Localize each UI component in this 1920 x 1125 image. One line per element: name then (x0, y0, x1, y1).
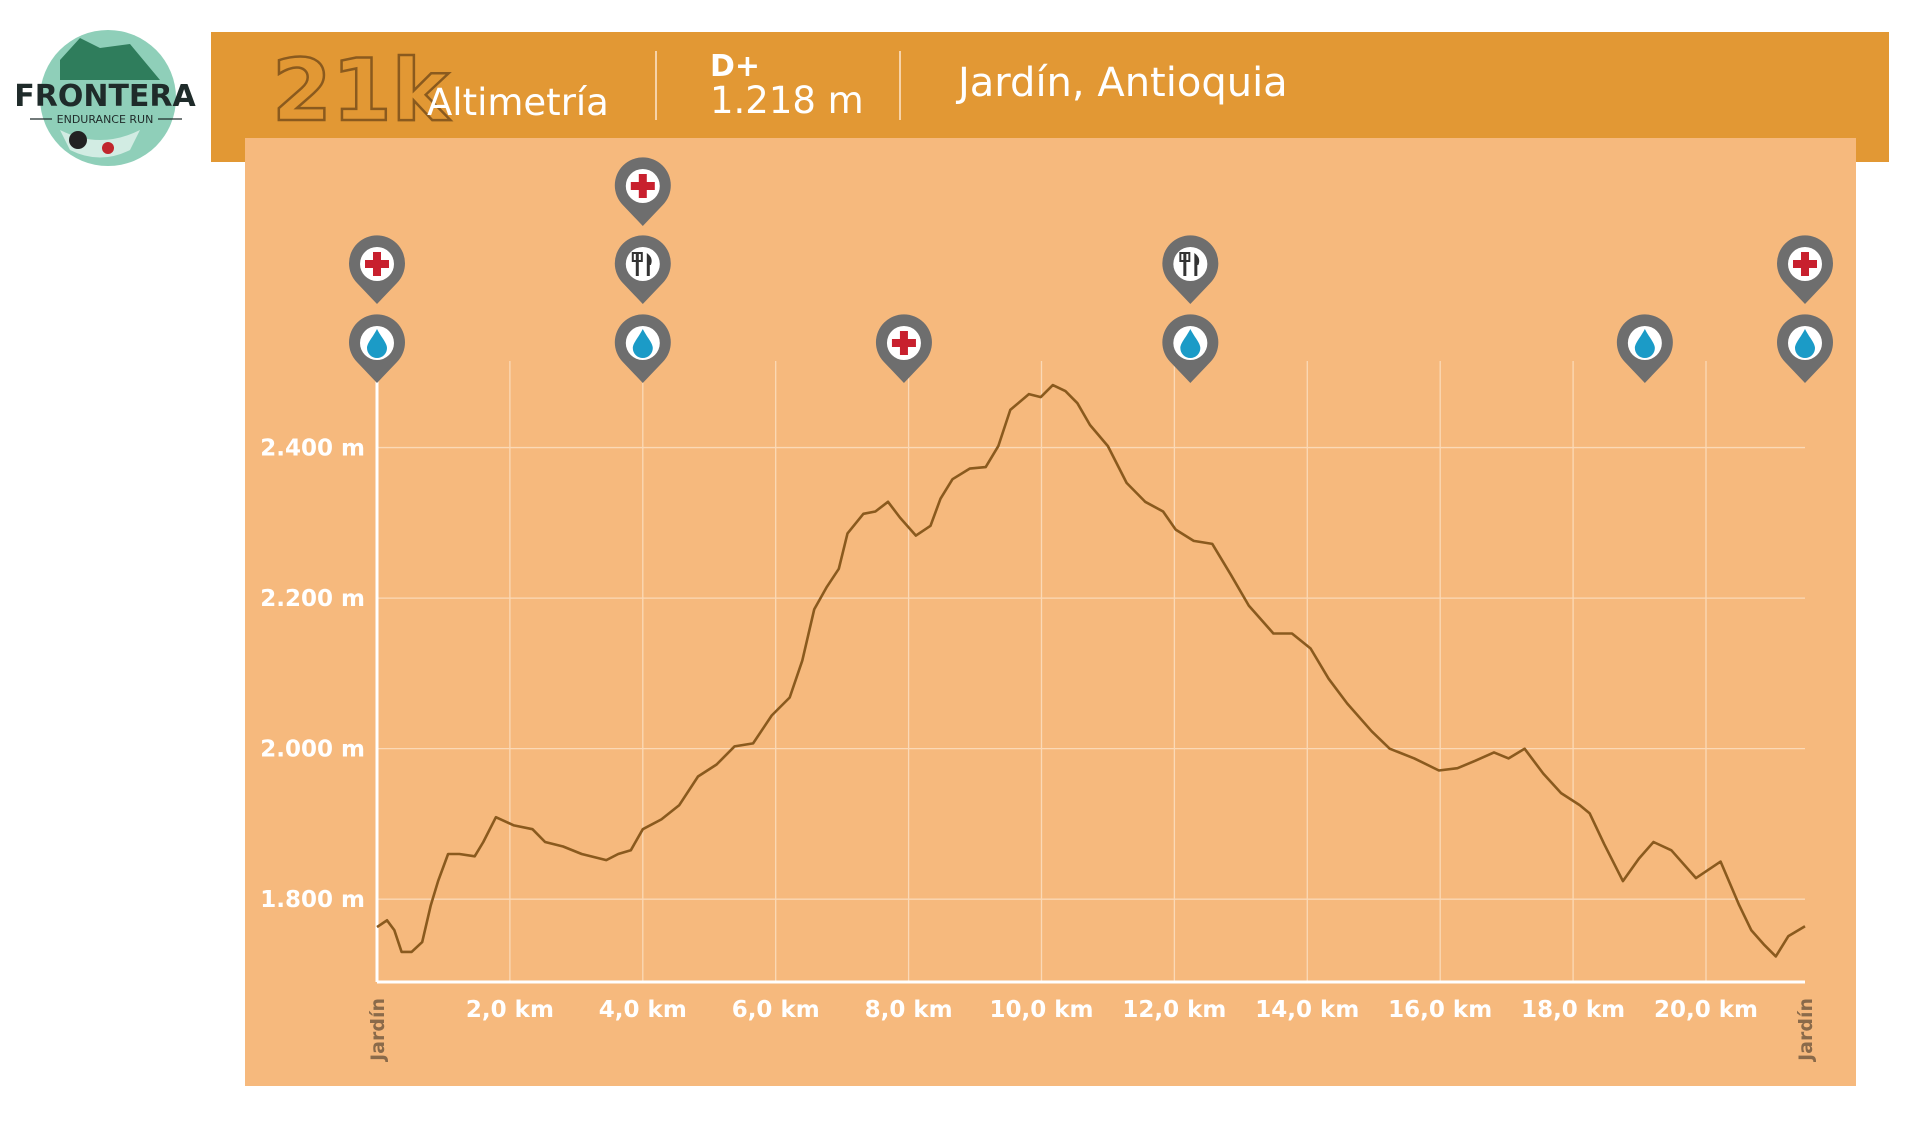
aid-pin (614, 157, 671, 226)
aid-pin (875, 314, 932, 383)
x-tick-label: 10,0 km (989, 997, 1093, 1023)
y-tick-label: 2.400 m (260, 436, 365, 462)
x-tick-label: 18,0 km (1521, 997, 1625, 1023)
aid-pin (1616, 314, 1673, 383)
pin-icon-bg (1173, 247, 1208, 281)
y-tick-label: 2.200 m (260, 586, 365, 612)
logo-subtitle: ENDURANCE RUN (57, 113, 154, 126)
cross (373, 252, 381, 276)
fork (1183, 253, 1187, 276)
header-location: Jardín, Antioquia (955, 60, 1288, 106)
x-tick-label: 20,0 km (1654, 997, 1758, 1023)
y-tick-label: 2.000 m (260, 737, 365, 763)
x-tick-label: 14,0 km (1255, 997, 1359, 1023)
cross (1801, 252, 1809, 276)
logo-mountain (60, 38, 160, 80)
aid-pin (349, 235, 406, 304)
drop (1180, 329, 1201, 358)
cross (899, 331, 908, 355)
knife (1194, 253, 1200, 276)
x-tick-label: 16,0 km (1388, 997, 1492, 1023)
logo-title: FRONTERA (14, 79, 196, 114)
pin-icon-bg (625, 247, 660, 281)
logo: FRONTERA ENDURANCE RUN (14, 30, 197, 166)
y-tick-label: 1.800 m (260, 887, 365, 913)
header-distance: 21k (272, 41, 451, 141)
aid-pin (614, 314, 671, 383)
x-tick-label: 2,0 km (466, 997, 554, 1023)
elevation-line (376, 383, 1806, 958)
aid-pin (349, 314, 406, 383)
drop (1634, 329, 1655, 358)
aid-pin (1777, 235, 1833, 304)
knife (646, 253, 652, 276)
aid-pin (1777, 314, 1833, 383)
header-label: Altimetría (427, 81, 609, 124)
logo-berry (102, 142, 114, 154)
x-tick-label: Jardín (367, 998, 389, 1063)
drop (367, 329, 387, 358)
drop (1795, 329, 1815, 358)
logo-swoosh (60, 130, 140, 158)
fork (635, 253, 639, 276)
fork (1179, 252, 1191, 262)
x-tick-label: Jardín (1795, 998, 1817, 1063)
header-gain-label: D+ (710, 49, 760, 84)
aid-pin (1162, 314, 1219, 383)
aid-pin (1162, 235, 1219, 304)
x-tick-label: 12,0 km (1122, 997, 1226, 1023)
fork (631, 252, 643, 262)
chart-panel (245, 138, 1856, 1086)
drop (632, 329, 653, 358)
x-tick-label: 8,0 km (865, 997, 953, 1023)
aid-pin (614, 235, 671, 304)
x-tick-label: 4,0 km (599, 997, 687, 1023)
x-tick-label: 6,0 km (732, 997, 820, 1023)
header-gain-value: 1.218 m (710, 79, 864, 122)
cross (638, 174, 647, 198)
logo-bird (69, 131, 87, 149)
